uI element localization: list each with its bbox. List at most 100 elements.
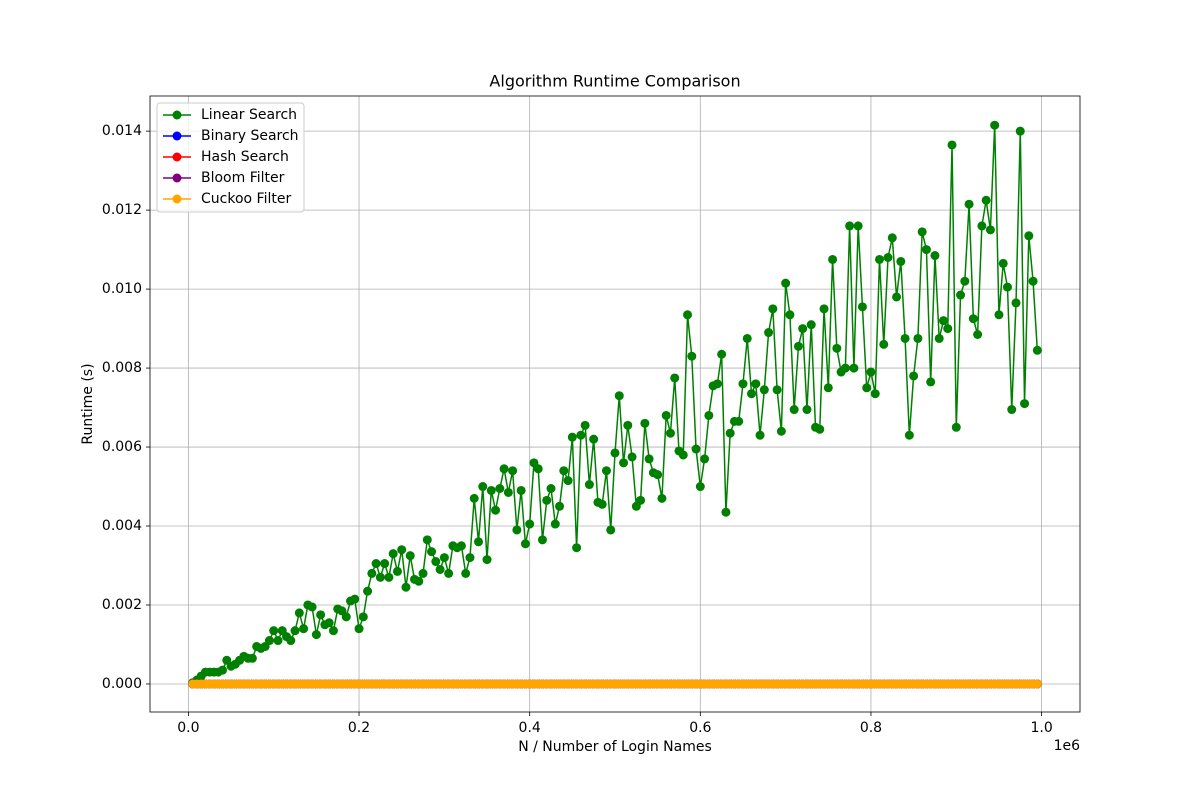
y-tick-label: 0.002 (102, 597, 142, 613)
plot-frame (149, 95, 1081, 713)
data-point (653, 470, 663, 480)
chart-title: Algorithm Runtime Comparison (489, 72, 740, 91)
data-point (567, 432, 577, 442)
data-point (738, 379, 748, 389)
data-point (683, 310, 693, 320)
data-point (951, 422, 961, 432)
data-point (768, 304, 778, 314)
data-point (478, 482, 488, 492)
x-axis-label: N / Number of Login Names (518, 739, 712, 755)
data-point (491, 505, 501, 515)
legend-label: Bloom Filter (201, 170, 285, 186)
data-point (392, 566, 402, 576)
data-point (670, 373, 680, 383)
x-tick-label: 0.6 (689, 720, 711, 736)
data-point (482, 555, 492, 565)
data-point (789, 405, 799, 415)
data-point (870, 389, 880, 399)
data-point (537, 535, 547, 545)
data-point (444, 568, 454, 578)
data-point (721, 507, 731, 517)
data-point (947, 140, 957, 150)
data-point (307, 602, 317, 612)
data-point (264, 636, 274, 646)
data-point (341, 612, 351, 622)
data-point (614, 391, 624, 401)
data-point (802, 405, 812, 415)
y-tick-label: 0.014 (102, 123, 142, 139)
data-point (555, 501, 565, 511)
data-point (938, 316, 948, 326)
data-point (849, 363, 859, 373)
legend-label: Binary Search (201, 128, 299, 144)
data-point (981, 195, 991, 205)
data-point (909, 371, 919, 381)
y-tick-label: 0.010 (102, 281, 142, 297)
data-point (486, 485, 496, 495)
data-point (363, 586, 373, 596)
legend-marker (172, 173, 182, 183)
data-point (900, 333, 910, 343)
data-point (367, 568, 377, 578)
data-point (597, 499, 607, 509)
data-point (627, 452, 637, 462)
x-tick-label: 0.4 (519, 720, 541, 736)
data-point (508, 466, 518, 476)
data-point (1002, 282, 1012, 292)
data-point (418, 568, 428, 578)
data-point (998, 258, 1008, 268)
data-point (661, 410, 671, 420)
data-point (687, 351, 697, 361)
data-point (380, 559, 390, 569)
data-point (1032, 679, 1042, 689)
data-point (781, 278, 791, 288)
data-point (371, 559, 381, 569)
data-point (717, 349, 727, 359)
data-point (776, 426, 786, 436)
data-point (401, 582, 411, 592)
data-point (657, 493, 667, 503)
legend-label: Hash Search (201, 149, 289, 165)
y-tick-label: 0.012 (102, 202, 142, 218)
y-tick-label: 0.000 (102, 676, 142, 692)
data-point (640, 418, 650, 428)
legend-marker (172, 131, 182, 141)
data-point (576, 430, 586, 440)
data-point (499, 464, 509, 474)
data-point (324, 618, 334, 628)
data-point (725, 428, 735, 438)
data-point (435, 564, 445, 574)
data-point (793, 341, 803, 351)
data-point (405, 551, 415, 561)
data-point (1011, 298, 1021, 308)
data-point (759, 385, 769, 395)
data-point (525, 519, 535, 529)
data-point (563, 476, 573, 486)
x-tick-label: 0.8 (860, 720, 882, 736)
data-point (456, 541, 466, 551)
data-point (691, 444, 701, 454)
data-point (422, 535, 432, 545)
data-point (815, 424, 825, 434)
data-point (273, 636, 283, 646)
data-point (700, 454, 710, 464)
data-point (985, 225, 995, 235)
x-offset-label: 1e6 (1054, 738, 1081, 754)
data-point (1024, 231, 1034, 241)
data-point (414, 576, 424, 586)
data-point (299, 624, 309, 634)
data-point (473, 537, 483, 547)
data-point (960, 276, 970, 286)
data-point (512, 525, 522, 535)
data-point (589, 434, 599, 444)
data-point (584, 480, 594, 490)
data-point (785, 310, 795, 320)
y-tick-label: 0.004 (102, 518, 142, 534)
data-point (542, 495, 552, 505)
data-point (644, 454, 654, 464)
data-point (973, 330, 983, 340)
data-point (269, 626, 279, 636)
data-point (606, 525, 616, 535)
data-point (218, 665, 228, 675)
